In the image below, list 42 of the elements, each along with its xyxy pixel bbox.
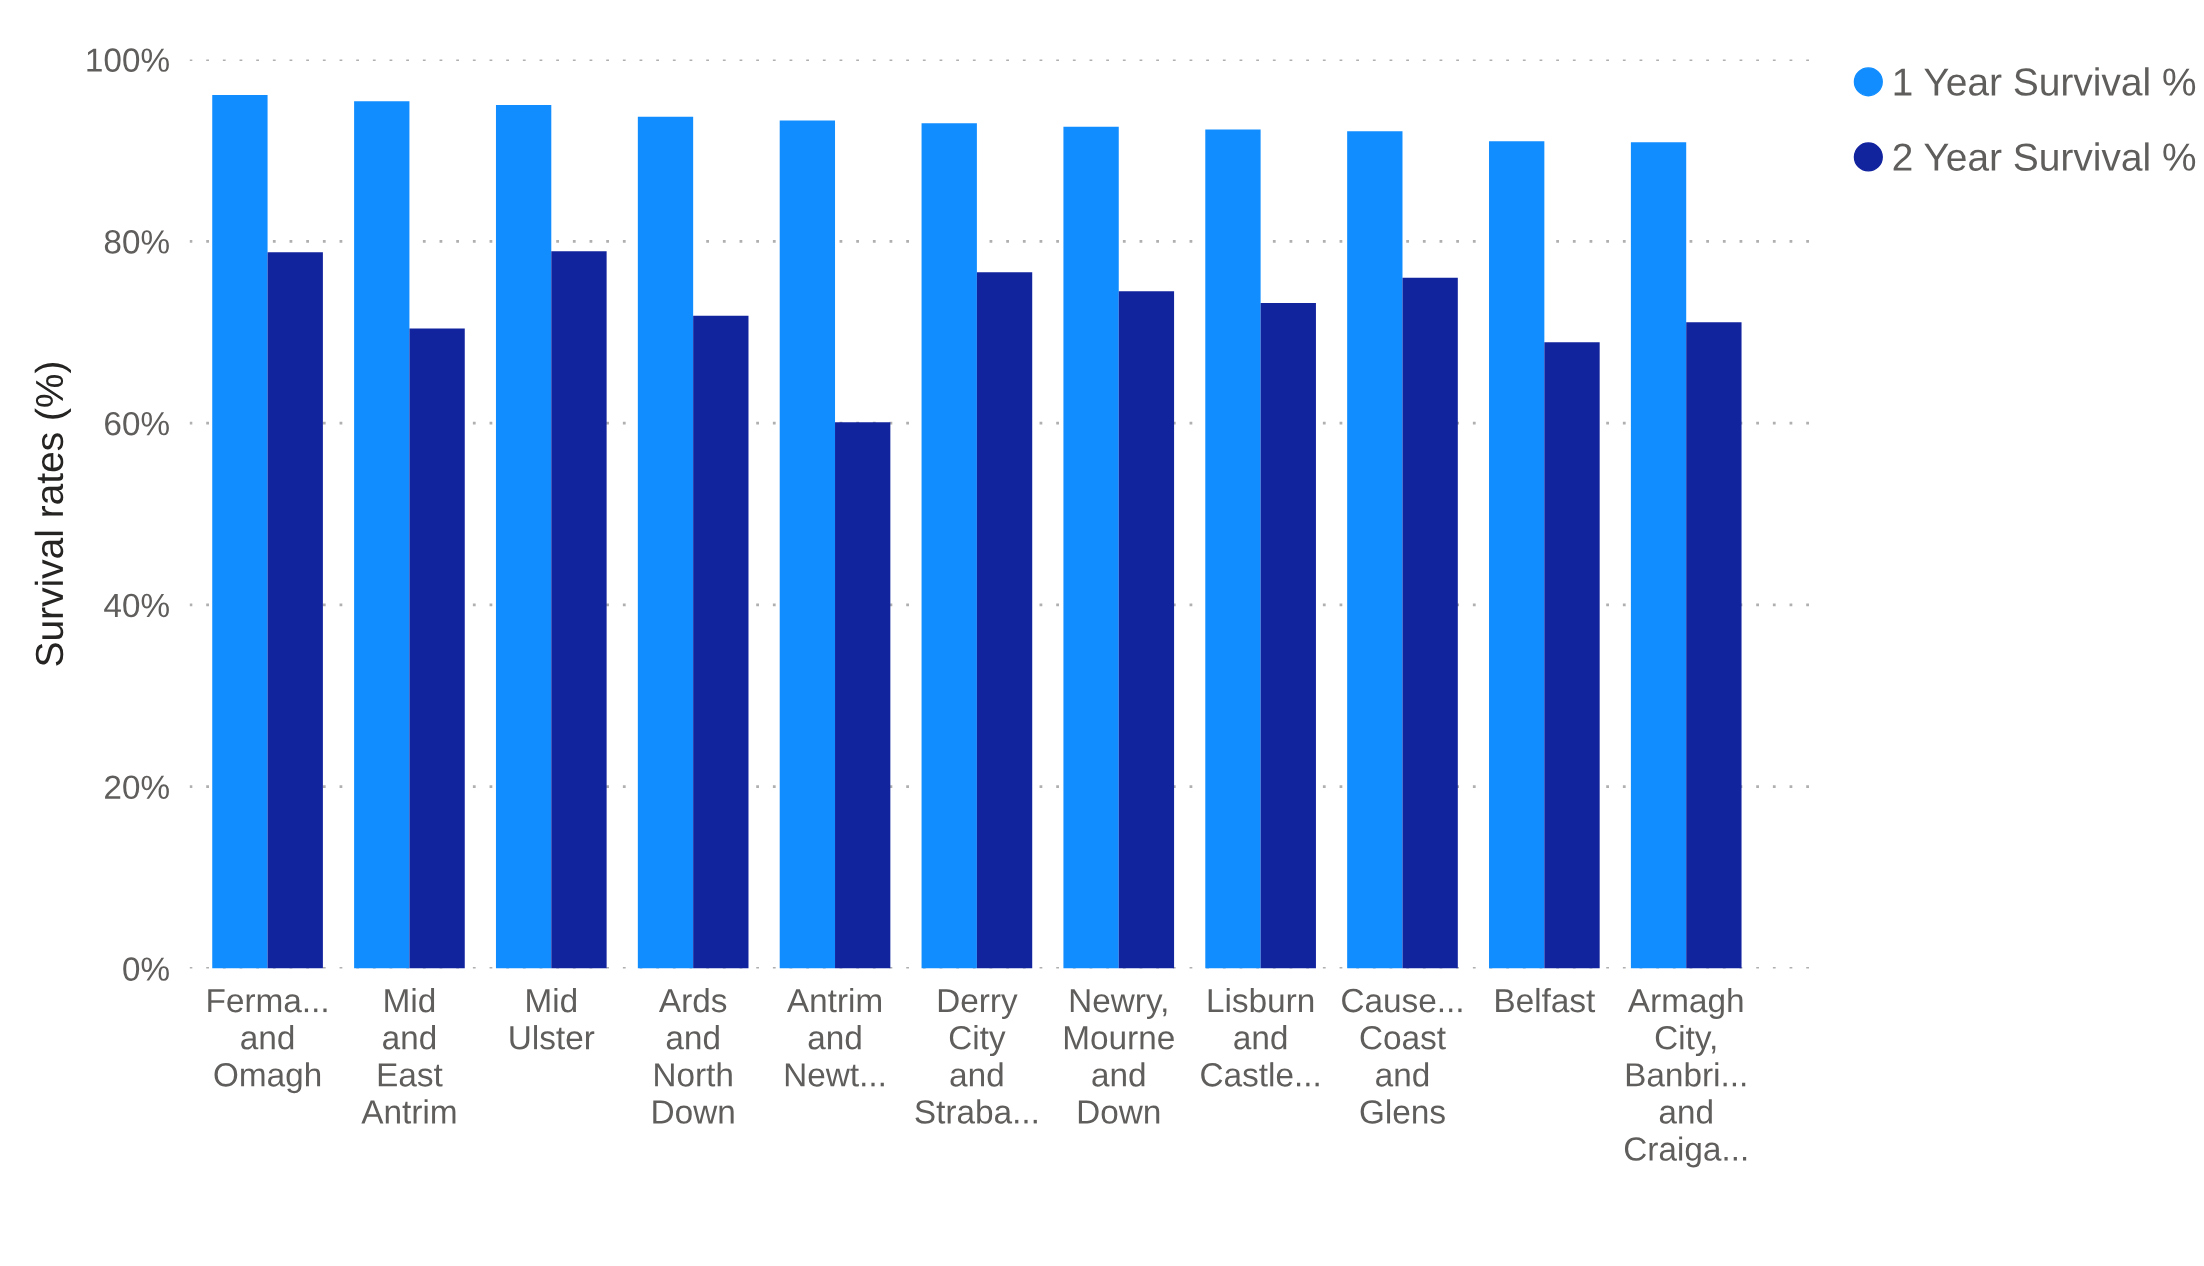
bar bbox=[551, 251, 607, 969]
y-tick-label: 20% bbox=[105, 775, 169, 800]
bar bbox=[212, 94, 268, 969]
x-tick-label: Armagh City, Banbri... and Craiga... bbox=[1624, 987, 1747, 1168]
x-tick-label: Belfast bbox=[1496, 987, 1596, 1013]
bar bbox=[409, 328, 465, 969]
x-tick-label: Newry, Mourne and Down bbox=[1064, 989, 1174, 1124]
bar bbox=[267, 252, 323, 969]
x-tick-label: Lisburn and Castle... bbox=[1201, 987, 1319, 1087]
bar bbox=[1347, 131, 1403, 969]
y-tick-label: 0% bbox=[123, 957, 169, 981]
x-tick-label: Mid Ulster bbox=[510, 987, 595, 1050]
y-tick-label: 80% bbox=[104, 230, 169, 254]
y-tick-label: 100% bbox=[87, 48, 169, 72]
x-tick-label: Derry City and Straba... bbox=[915, 989, 1037, 1124]
x-tick-label: Ards and North Down bbox=[653, 987, 734, 1124]
x-tick-label: Antrim and Newt... bbox=[785, 987, 884, 1087]
bar bbox=[354, 101, 410, 969]
bar bbox=[1544, 342, 1600, 969]
legend-label: 2 Year Survival % bbox=[1893, 142, 2196, 171]
y-axis-title: Survival rates (%) bbox=[34, 362, 71, 666]
legend-label: 1 Year Survival % bbox=[1894, 67, 2196, 96]
bar bbox=[976, 272, 1033, 969]
x-tick-label: Ferma... and Omagh bbox=[208, 989, 327, 1094]
bar bbox=[1118, 291, 1175, 969]
bar bbox=[1260, 303, 1316, 969]
x-tick-label: Mid and East Antrim bbox=[361, 987, 456, 1124]
bar bbox=[1630, 142, 1687, 969]
bar bbox=[835, 422, 891, 969]
bar bbox=[637, 116, 694, 969]
y-tick-label: 60% bbox=[105, 411, 169, 436]
bar bbox=[1063, 126, 1119, 969]
bar bbox=[1402, 277, 1458, 969]
bar bbox=[1686, 322, 1742, 969]
y-tick-label: 40% bbox=[104, 593, 169, 618]
x-tick-label: Cause... Coast and Glens bbox=[1342, 988, 1462, 1124]
bar bbox=[1205, 129, 1261, 969]
bar bbox=[693, 315, 749, 969]
bar bbox=[779, 120, 836, 969]
bar bbox=[921, 123, 977, 969]
bar bbox=[1489, 141, 1545, 969]
bar bbox=[495, 104, 552, 969]
